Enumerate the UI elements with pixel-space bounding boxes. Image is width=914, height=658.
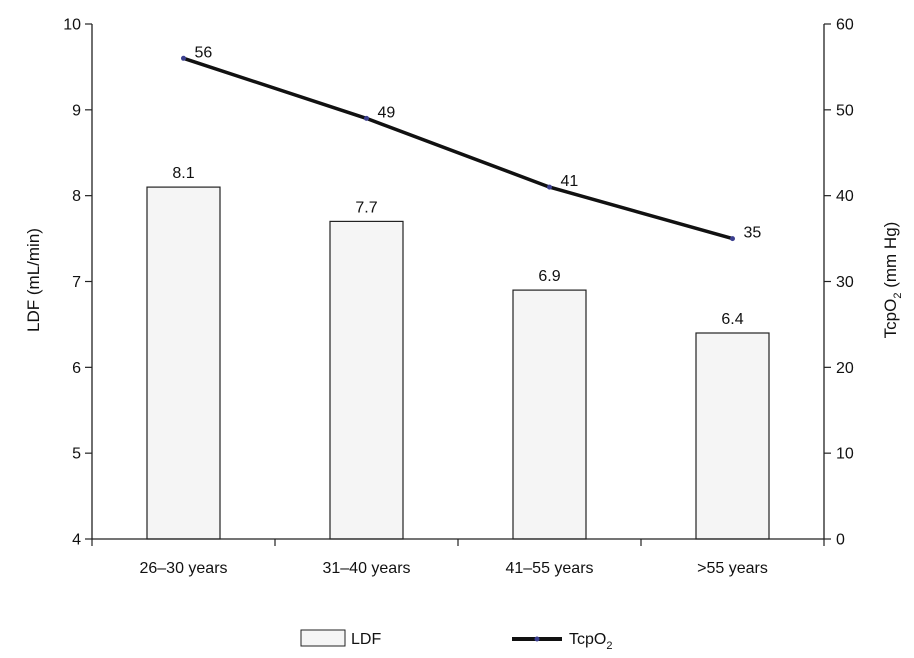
ldf-data-label: 7.7 (355, 199, 377, 216)
tcpo2-point (364, 115, 369, 121)
legend-ldf-swatch (300, 629, 346, 647)
x-axis-category-label: 41–55 years (505, 560, 593, 577)
tcpo2-data-label: 35 (744, 225, 762, 242)
right-axis-title-subscript: 2 (892, 293, 904, 299)
ldf-bar (512, 289, 587, 540)
legend-tcpo2-label-subscript: 2 (606, 640, 612, 652)
right-axis-tick-label: 50 (836, 102, 854, 119)
legend-ldf-label: LDF (351, 631, 381, 648)
right-axis-title-main: TcpO (881, 299, 900, 339)
left-axis-tick-label: 5 (72, 446, 81, 463)
right-axis-title-suffix: (mm Hg) (881, 222, 900, 293)
left-axis-title: LDF (mL/min) (24, 228, 43, 332)
left-axis-tick-label: 9 (72, 102, 81, 119)
tcpo2-point (181, 55, 186, 61)
right-axis-tick-label: 20 (836, 360, 854, 377)
ldf-bar (329, 220, 404, 540)
legend-item-ldf: LDF (300, 629, 381, 648)
left-axis-tick-label: 6 (72, 360, 81, 377)
legend: LDF TcpO2 (300, 629, 612, 652)
legend-item-tcpo2: TcpO2 (512, 631, 612, 652)
tcpo2-point (730, 236, 735, 242)
left-axis-tick-label: 7 (72, 274, 81, 291)
tcpo2-line (182, 56, 733, 241)
right-axis-tick-label: 60 (836, 17, 854, 34)
right-axis-tick-label: 30 (836, 274, 854, 291)
legend-tcpo2-label: TcpO2 (569, 631, 612, 652)
tcpo2-data-label: 41 (561, 173, 579, 190)
tcpo2-data-label: 49 (378, 104, 396, 121)
x-axis-category-label: 31–40 years (322, 560, 410, 577)
ldf-data-label: 8.1 (172, 165, 194, 182)
right-axis-tick-label: 0 (836, 532, 845, 549)
ldf-bar (695, 332, 770, 540)
ldf-data-label: 6.9 (538, 268, 560, 285)
right-axis-tick-label: 10 (836, 446, 854, 463)
labels-layer: 8.1 7.7 6.9 6.4 56 49 41 35 (172, 44, 761, 328)
tcpo2-point (547, 184, 552, 190)
x-axis-category-label: >55 years (697, 560, 768, 577)
x-axis-category-label: 26–30 years (139, 560, 227, 577)
right-axis-title: TcpO2 (mm Hg) (881, 222, 904, 339)
right-axis-tick-label: 40 (836, 188, 854, 205)
line-layer (181, 55, 735, 242)
legend-tcpo2-marker (534, 636, 540, 642)
ldf-data-label: 6.4 (721, 311, 743, 328)
tcpo2-data-label: 56 (195, 44, 213, 61)
bars-layer (146, 186, 770, 540)
ldf-bar (146, 186, 221, 540)
legend-tcpo2-label-main: TcpO (569, 631, 606, 648)
left-axis-tick-label: 4 (72, 532, 81, 549)
left-axis-tick-label: 8 (72, 188, 81, 205)
left-axis-tick-label: 10 (63, 17, 81, 34)
